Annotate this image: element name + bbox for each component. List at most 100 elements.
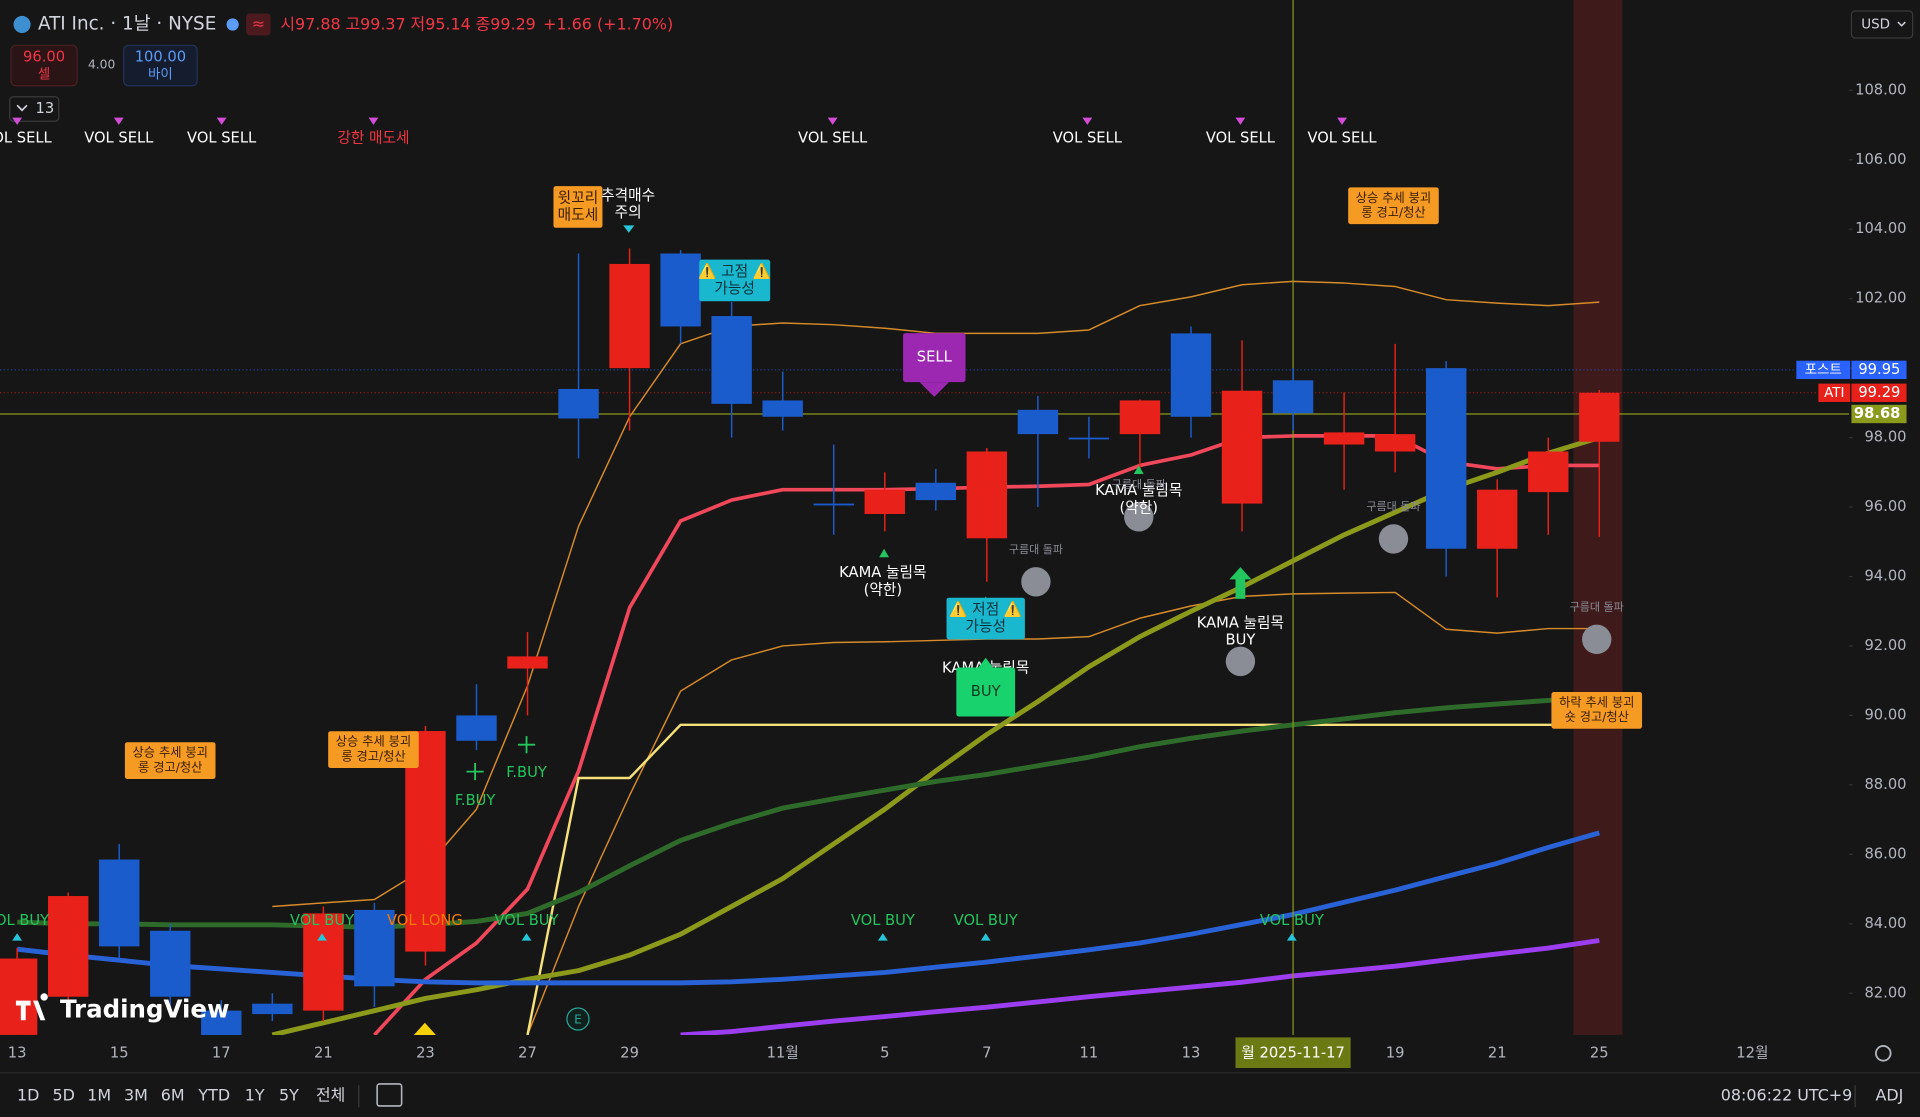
label-text: 매도세 [558,207,599,224]
range-button[interactable]: 5Y [279,1086,299,1105]
cloud-marker [1021,567,1051,597]
x-tick-label: 월 2025-11-17 [1241,1044,1345,1061]
fbuy-cross [517,736,536,754]
candle-body [1221,390,1263,504]
crosshair-price-box [1851,404,1907,424]
candle-body [303,913,344,1011]
x-tick-label: 12월 [1736,1044,1768,1061]
signal-bottom: VOL BUY [0,912,49,929]
sell-marker [1337,117,1347,125]
label-text: 상승 추세 붕괴 [133,746,208,760]
range-button[interactable]: 3M [124,1086,148,1105]
candle-body [762,400,803,417]
price-tag-box [1851,383,1907,402]
x-tick-label: 17 [212,1044,231,1061]
label-text: 가능성 [714,280,755,297]
candle-body [864,489,905,514]
kama-marker [1133,465,1144,474]
candle-body [201,1010,242,1035]
candle-body [1374,434,1416,452]
buy-arrow [1229,567,1252,599]
candle-body [1068,437,1110,440]
sell-price: 96.00 [23,49,65,66]
label-text: 주의 [615,204,642,221]
sell-marker [1235,117,1246,125]
label-text: 롱 경고/청산 [1361,206,1425,220]
buy-marker [980,933,991,941]
y-tick-label: 94.00 [1864,568,1906,585]
y-tick-label: 86.00 [1864,845,1906,862]
buy-button[interactable]: 100.00 바이 [123,44,198,87]
x-tick-label: 11 [1080,1044,1099,1061]
candle-body [99,859,140,947]
toggle-box [9,96,60,122]
y-tick-label: 108.00 [1855,81,1906,98]
range-button[interactable]: 1D [17,1086,39,1105]
range-button[interactable]: YTD [197,1086,230,1105]
candle-body [558,388,599,419]
label-box [1348,187,1439,225]
label-text: F.BUY [506,764,547,781]
currency-button[interactable]: USD [1850,10,1914,39]
chevron [16,104,28,112]
x-tick-label: 23 [416,1044,435,1061]
range-button[interactable]: 전체 [316,1086,345,1105]
label-text: 구름대 돌파 [1112,478,1166,491]
date-range-icon[interactable] [376,1083,403,1107]
high: 99.37 [360,14,406,33]
x-tick-label: 21 [1488,1044,1507,1061]
signal-top: VOL SELL [798,129,868,146]
candle-body [1323,432,1365,445]
candle-body [1272,380,1314,414]
earnings-letter: E [574,1013,582,1027]
range-button[interactable]: 6M [161,1086,185,1105]
signal-top: VOL SELL [1206,129,1276,146]
label-pointer [919,382,949,397]
signal-top: VOL SELL [187,129,257,146]
status-badge [246,13,271,36]
label-text: 추격매수 [601,187,655,204]
label-text: 가능성 [965,618,1006,635]
crosshair-price: 98.68 [1854,405,1900,422]
range-button[interactable]: 1Y [245,1086,265,1105]
label-box [124,742,216,779]
indicator-line [526,591,1600,1035]
buy-box [123,44,198,87]
adj-button[interactable]: ADJ [1875,1086,1903,1105]
x-tick-label: 13 [1182,1044,1201,1061]
signal-top: VOL SELL [0,129,53,146]
y-tick-label: 92.00 [1864,637,1906,654]
range-button[interactable]: 1M [87,1086,111,1105]
indicator-line [271,435,1601,1035]
signal-top: 강한 매도세 [337,129,409,146]
spread: 4.00 [88,57,115,71]
indicator-toggle[interactable]: 13 [9,96,60,122]
x-tick-label: 15 [110,1044,129,1061]
signal-bottom: VOL BUY [1260,912,1324,929]
y-tick-label: 88.00 [1864,776,1906,793]
indicator-line [17,694,1600,930]
x-tick-label: 25 [1590,1044,1609,1061]
y-tick-label: 84.00 [1864,915,1906,932]
legend[interactable]: ATI Inc. · 1날 · NYSE ≈ 시97.88 고99.37 저95.1… [13,13,673,36]
label-text: 구름대 돌파 [1366,500,1420,513]
candle-body [609,263,650,369]
indicator-line [526,723,1600,1035]
logo [15,993,48,1021]
buy-marker [877,933,888,941]
watermark: TradingView [15,993,230,1023]
symbol-icon [13,15,31,34]
candle-body [813,503,854,506]
label-box [328,731,419,768]
price-tag-name-box [1796,360,1851,380]
x-tick-label: 11월 [767,1044,799,1061]
settings-icon[interactable] [1875,1045,1892,1062]
range-button[interactable]: 5D [52,1086,74,1105]
label-box [956,667,1016,717]
sell-button[interactable]: 96.00 셀 [10,44,78,87]
label-box [1551,692,1643,729]
kama-marker [879,548,889,558]
candle-body [1017,409,1059,435]
